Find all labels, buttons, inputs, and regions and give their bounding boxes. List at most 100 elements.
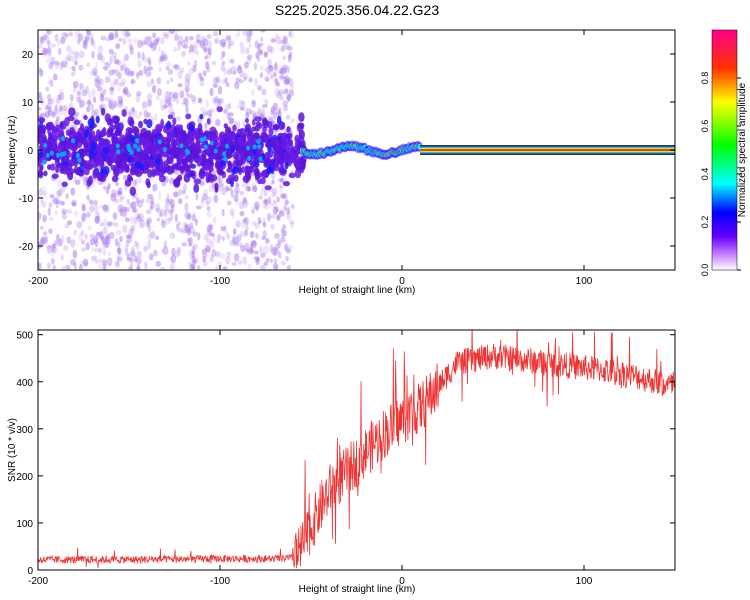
heatmap-noise-cell: [81, 89, 88, 97]
heatmap-noise-cell: [80, 247, 87, 252]
heatmap-core-cell: [247, 155, 252, 161]
heatmap-noise-cell: [278, 184, 283, 189]
heatmap-noise-cell: [86, 106, 91, 113]
heatmap-core-cell: [206, 118, 211, 125]
heatmap-noise-cell: [122, 174, 128, 181]
heatmap-core-cell: [146, 139, 152, 148]
heatmap-noise-cell: [166, 193, 170, 203]
heatmap-noise-cell: [164, 99, 169, 105]
heatmap-noise-cell: [271, 188, 277, 197]
heatmap-noise-cell: [287, 77, 293, 87]
heatmap-core-cell: [172, 117, 177, 126]
heatmap-noise-cell: [182, 44, 189, 49]
heatmap-core-cell: [185, 168, 191, 178]
heatmap-noise-cell: [277, 88, 284, 97]
heatmap-noise-cell: [78, 99, 83, 109]
heatmap-noise-cell: [141, 101, 147, 109]
heatmap-core-cell: [204, 171, 209, 177]
heatmap-noise-cell: [117, 103, 121, 108]
heatmap-noise-cell: [205, 211, 212, 218]
heatmap-noise-cell: [125, 32, 132, 37]
heatmap-noise-cell: [162, 31, 168, 37]
heatmap-core-cell: [128, 119, 135, 127]
heatmap-noise-cell: [290, 118, 295, 124]
spectrogram-heatmap: [38, 30, 675, 270]
heatmap-noise-cell: [71, 201, 77, 207]
heatmap-core-cell: [232, 166, 240, 174]
heatmap-core-cell: [133, 143, 138, 149]
heatmap-core-cell: [254, 116, 262, 122]
spectrogram-ytick-label: 10: [22, 98, 34, 109]
heatmap-noise-cell: [130, 250, 136, 257]
heatmap-noise-cell: [164, 202, 170, 212]
heatmap-noise-cell: [72, 80, 79, 89]
heatmap-noise-cell: [97, 52, 103, 61]
heatmap-core-cell: [175, 176, 182, 182]
heatmap-noise-cell: [167, 68, 173, 75]
heatmap-noise-cell: [111, 69, 117, 74]
heatmap-noise-cell: [49, 194, 55, 199]
heatmap-noise-cell: [225, 81, 230, 88]
heatmap-noise-cell: [273, 63, 278, 72]
heatmap-noise-cell: [221, 236, 225, 241]
heatmap-noise-cell: [100, 55, 106, 64]
colorbar-gradient: [712, 30, 737, 270]
heatmap-noise-cell: [107, 183, 112, 190]
heatmap-noise-cell: [156, 217, 160, 222]
heatmap-noise-cell: [223, 67, 227, 76]
heatmap-noise-cell: [51, 111, 56, 119]
heatmap-core-cell: [234, 153, 239, 160]
heatmap-noise-cell: [122, 89, 128, 95]
heatmap-noise-cell: [253, 201, 260, 210]
heatmap-core-cell: [271, 136, 276, 143]
heatmap-noise-cell: [220, 64, 226, 72]
heatmap-core-cell: [106, 127, 114, 136]
heatmap-noise-cell: [282, 104, 289, 112]
heatmap-noise-cell: [251, 89, 255, 97]
heatmap-noise-cell: [103, 266, 107, 270]
heatmap-core-cell: [278, 151, 286, 161]
heatmap-noise-cell: [290, 84, 295, 90]
heatmap-noise-cell: [117, 204, 124, 213]
heatmap-core-cell: [294, 134, 300, 143]
heatmap-noise-cell: [72, 67, 76, 75]
heatmap-noise-cell: [39, 97, 45, 106]
heatmap-noise-cell: [220, 79, 226, 84]
heatmap-noise-cell: [126, 257, 133, 262]
heatmap-noise-cell: [61, 211, 67, 220]
spectrogram-xtick-label: 100: [576, 276, 593, 287]
heatmap-core-cell: [244, 117, 249, 124]
heatmap-noise-cell: [217, 98, 222, 107]
heatmap-noise-cell: [275, 206, 279, 213]
heatmap-core-cell: [294, 158, 300, 168]
heatmap-noise-cell: [43, 35, 50, 43]
heatmap-core-cell: [155, 157, 161, 166]
heatmap-noise-cell: [238, 242, 243, 248]
heatmap-noise-cell: [203, 47, 210, 52]
heatmap-core-cell: [92, 169, 98, 179]
heatmap-noise-cell: [280, 260, 287, 266]
heatmap-noise-cell: [213, 194, 219, 204]
heatmap-noise-cell: [276, 196, 280, 203]
heatmap-noise-cell: [205, 99, 209, 108]
heatmap-noise-cell: [141, 52, 145, 61]
heatmap-core-cell: [61, 181, 68, 188]
heatmap-noise-cell: [91, 110, 98, 117]
heatmap-noise-cell: [260, 30, 266, 33]
heatmap-core-cell: [227, 131, 236, 139]
heatmap-noise-cell: [212, 30, 219, 37]
heatmap-noise-cell: [91, 50, 95, 59]
heatmap-noise-cell: [89, 70, 96, 77]
heatmap-noise-cell: [39, 213, 43, 219]
heatmap-noise-cell: [285, 65, 291, 74]
heatmap-noise-cell: [202, 256, 207, 263]
heatmap-core-cell: [118, 134, 126, 144]
heatmap-core-cell: [56, 152, 61, 158]
heatmap-noise-cell: [184, 78, 190, 88]
heatmap-noise-cell: [60, 36, 66, 45]
heatmap-noise-cell: [276, 249, 281, 255]
heatmap-noise-cell: [41, 190, 48, 196]
heatmap-noise-cell: [177, 198, 183, 205]
heatmap-noise-cell: [173, 46, 177, 53]
heatmap-noise-cell: [118, 99, 124, 108]
